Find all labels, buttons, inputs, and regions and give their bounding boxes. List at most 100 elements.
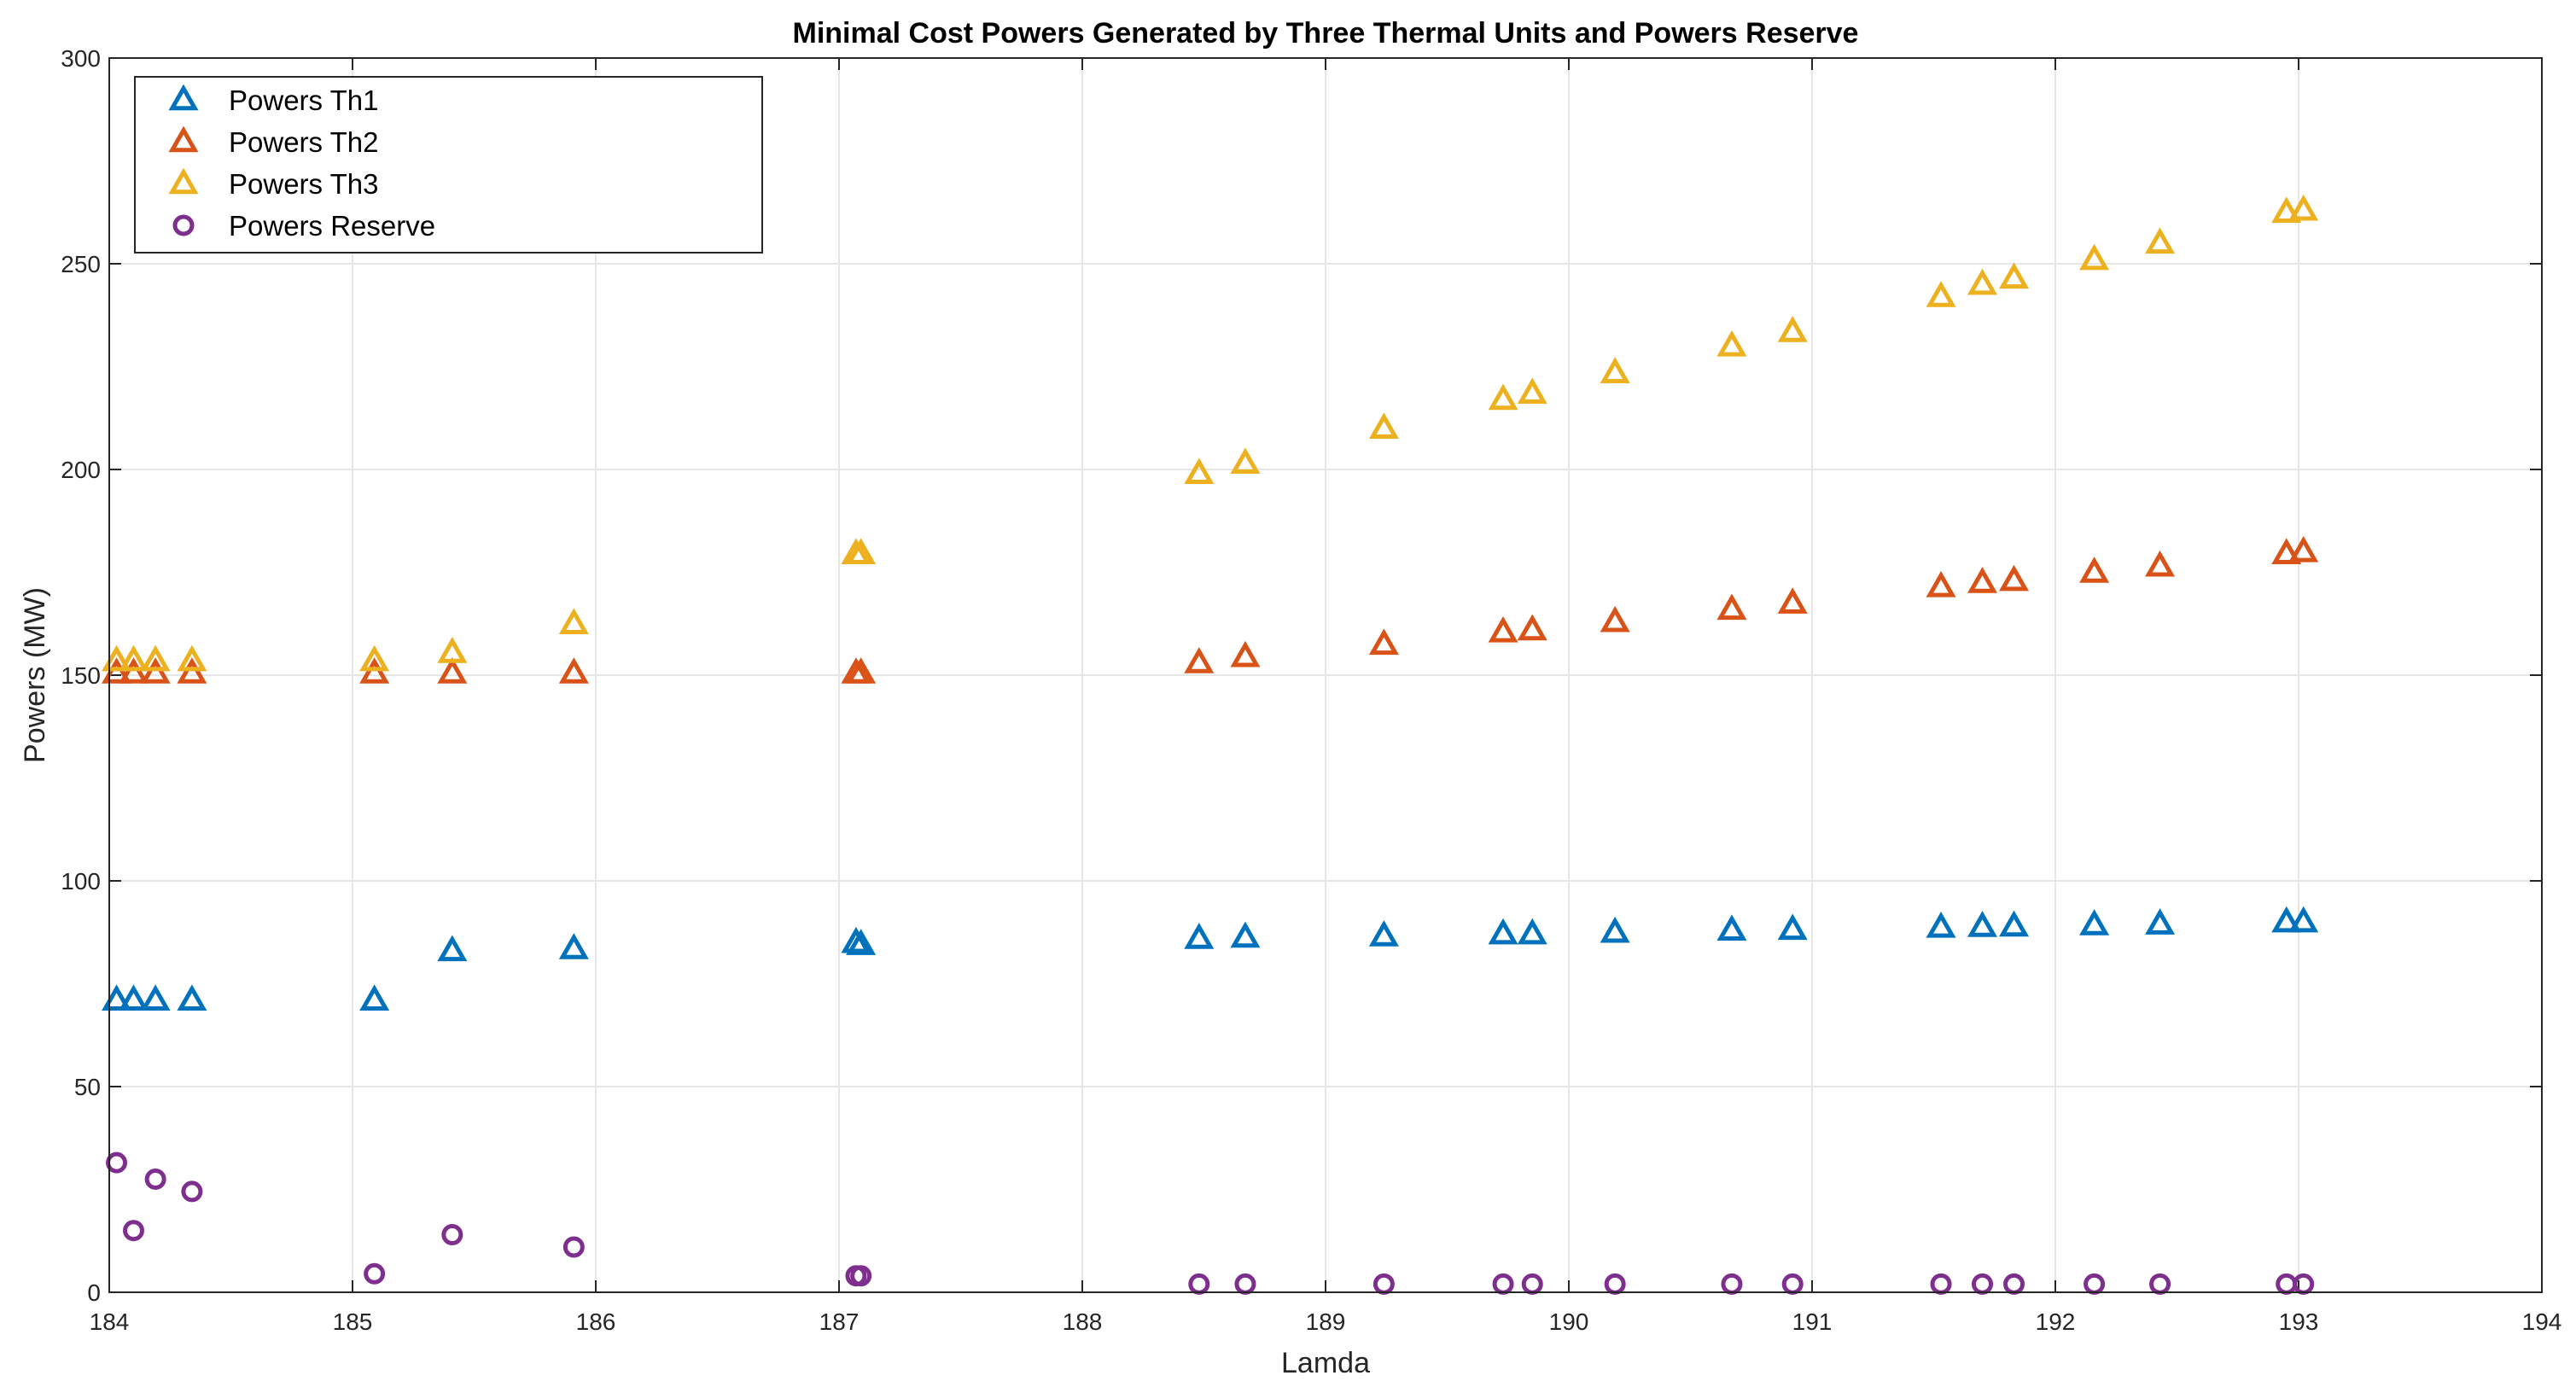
legend-box — [134, 76, 763, 254]
y-tick-label: 50 — [74, 1074, 101, 1100]
y-axis-label: Powers (MW) — [19, 587, 51, 763]
data-point-triangle — [1517, 377, 1547, 405]
data-point-triangle — [1716, 914, 1747, 941]
y-tick-label: 300 — [61, 45, 101, 72]
data-point-circle — [106, 1151, 128, 1174]
y-tick-label: 100 — [61, 868, 101, 895]
data-point-triangle — [1488, 383, 1518, 411]
data-point-triangle — [177, 984, 207, 1011]
x-tick-label: 187 — [819, 1308, 860, 1335]
x-tick-label: 189 — [1306, 1308, 1346, 1335]
data-point-triangle — [1184, 923, 1215, 949]
data-point-triangle — [1488, 615, 1518, 643]
x-tick-label: 194 — [2522, 1308, 2562, 1335]
data-point-triangle — [846, 929, 877, 955]
legend-label: Powers Th1 — [229, 85, 378, 116]
data-point-triangle — [2271, 906, 2302, 933]
data-point-triangle — [558, 933, 589, 959]
data-point-triangle — [1230, 921, 1261, 948]
data-point-triangle — [359, 657, 390, 684]
data-point-triangle — [558, 608, 589, 634]
data-point-triangle — [177, 657, 207, 684]
series-powers-th2 — [102, 535, 2319, 684]
x-tick-label: 192 — [2036, 1308, 2076, 1335]
data-point-triangle — [1600, 916, 1630, 943]
data-point-triangle — [1184, 647, 1215, 673]
data-point-triangle — [1999, 564, 2030, 592]
data-point-triangle — [2288, 194, 2319, 221]
y-tick-label: 250 — [61, 251, 101, 277]
data-point-circle — [144, 1168, 166, 1190]
data-point-triangle — [558, 657, 589, 684]
data-point-triangle — [118, 984, 149, 1011]
data-point-triangle — [177, 644, 207, 672]
data-point-triangle — [2145, 227, 2176, 254]
data-point-triangle — [1368, 920, 1399, 947]
data-point-triangle — [1368, 412, 1399, 440]
data-point-triangle — [2271, 196, 2302, 223]
x-axis-label: Lamda — [1281, 1347, 1370, 1379]
data-point-triangle — [1517, 614, 1547, 641]
data-points — [102, 194, 2319, 1295]
data-point-triangle — [2271, 538, 2302, 565]
data-point-triangle — [2145, 550, 2176, 577]
data-point-triangle — [1999, 262, 2030, 289]
x-tick-label: 188 — [1063, 1308, 1103, 1335]
data-point-triangle — [1368, 628, 1399, 656]
legend: Powers Th1 Powers Th2 Powers Th3 Powers Res… — [134, 76, 763, 254]
data-point-circle — [562, 1236, 585, 1258]
data-point-triangle — [140, 984, 171, 1011]
data-point-triangle — [1488, 918, 1518, 945]
data-point-triangle — [1517, 918, 1547, 945]
legend-label: Powers Th3 — [229, 168, 378, 200]
data-point-circle — [441, 1224, 463, 1246]
data-point-triangle — [1999, 910, 2030, 937]
x-tick-label: 193 — [2279, 1308, 2319, 1335]
plot-border — [108, 57, 2543, 1293]
data-point-triangle — [140, 644, 171, 672]
data-point-triangle — [1967, 567, 1998, 593]
data-point-triangle — [1716, 593, 1747, 621]
y-tick-label: 150 — [61, 662, 101, 689]
data-point-triangle — [2288, 906, 2319, 933]
series-powers-th3 — [102, 194, 2319, 672]
data-point-triangle — [1600, 605, 1630, 632]
data-point-triangle — [437, 637, 468, 663]
data-point-triangle — [102, 984, 132, 1011]
chart-title: Minimal Cost Powers Generated by Three T… — [793, 17, 1859, 50]
legend-marker — [168, 84, 199, 111]
data-point-triangle — [2288, 535, 2319, 562]
data-point-triangle — [437, 935, 468, 962]
data-point-circle — [850, 1265, 872, 1287]
data-point-triangle — [437, 657, 468, 684]
data-point-triangle — [2079, 909, 2110, 935]
data-point-triangle — [2145, 908, 2176, 935]
data-point-triangle — [1230, 640, 1261, 667]
data-point-triangle — [1967, 268, 1998, 295]
tick-labels: 184 185 186 187 188 189 190 191 192 193 194 0 50 100 1… — [61, 45, 2561, 1335]
data-point-triangle — [1777, 913, 1808, 941]
y-tick-label: 200 — [61, 457, 101, 483]
data-point-triangle — [1777, 587, 1808, 614]
y-tick-label: 0 — [87, 1279, 101, 1306]
data-point-triangle — [1926, 912, 1956, 938]
data-point-triangle — [1926, 281, 1956, 307]
data-point-triangle — [1230, 447, 1261, 474]
x-tick-label: 184 — [90, 1308, 130, 1335]
data-point-triangle — [359, 984, 390, 1011]
data-point-triangle — [102, 657, 132, 684]
data-point-triangle — [118, 644, 149, 672]
data-point-triangle — [140, 657, 171, 684]
data-point-triangle — [2079, 243, 2110, 271]
x-tick-label: 191 — [1792, 1308, 1833, 1335]
data-point-triangle — [118, 657, 149, 684]
data-point-triangle — [1967, 911, 1998, 937]
series-powers-reserve — [106, 1151, 2315, 1295]
data-point-triangle — [2079, 557, 2110, 583]
legend-label: Powers Th2 — [229, 126, 378, 158]
x-tick-label: 190 — [1549, 1308, 1589, 1335]
legend-label: Powers Reserve — [229, 210, 435, 242]
data-point-triangle — [102, 644, 132, 672]
data-point-triangle — [846, 657, 877, 684]
